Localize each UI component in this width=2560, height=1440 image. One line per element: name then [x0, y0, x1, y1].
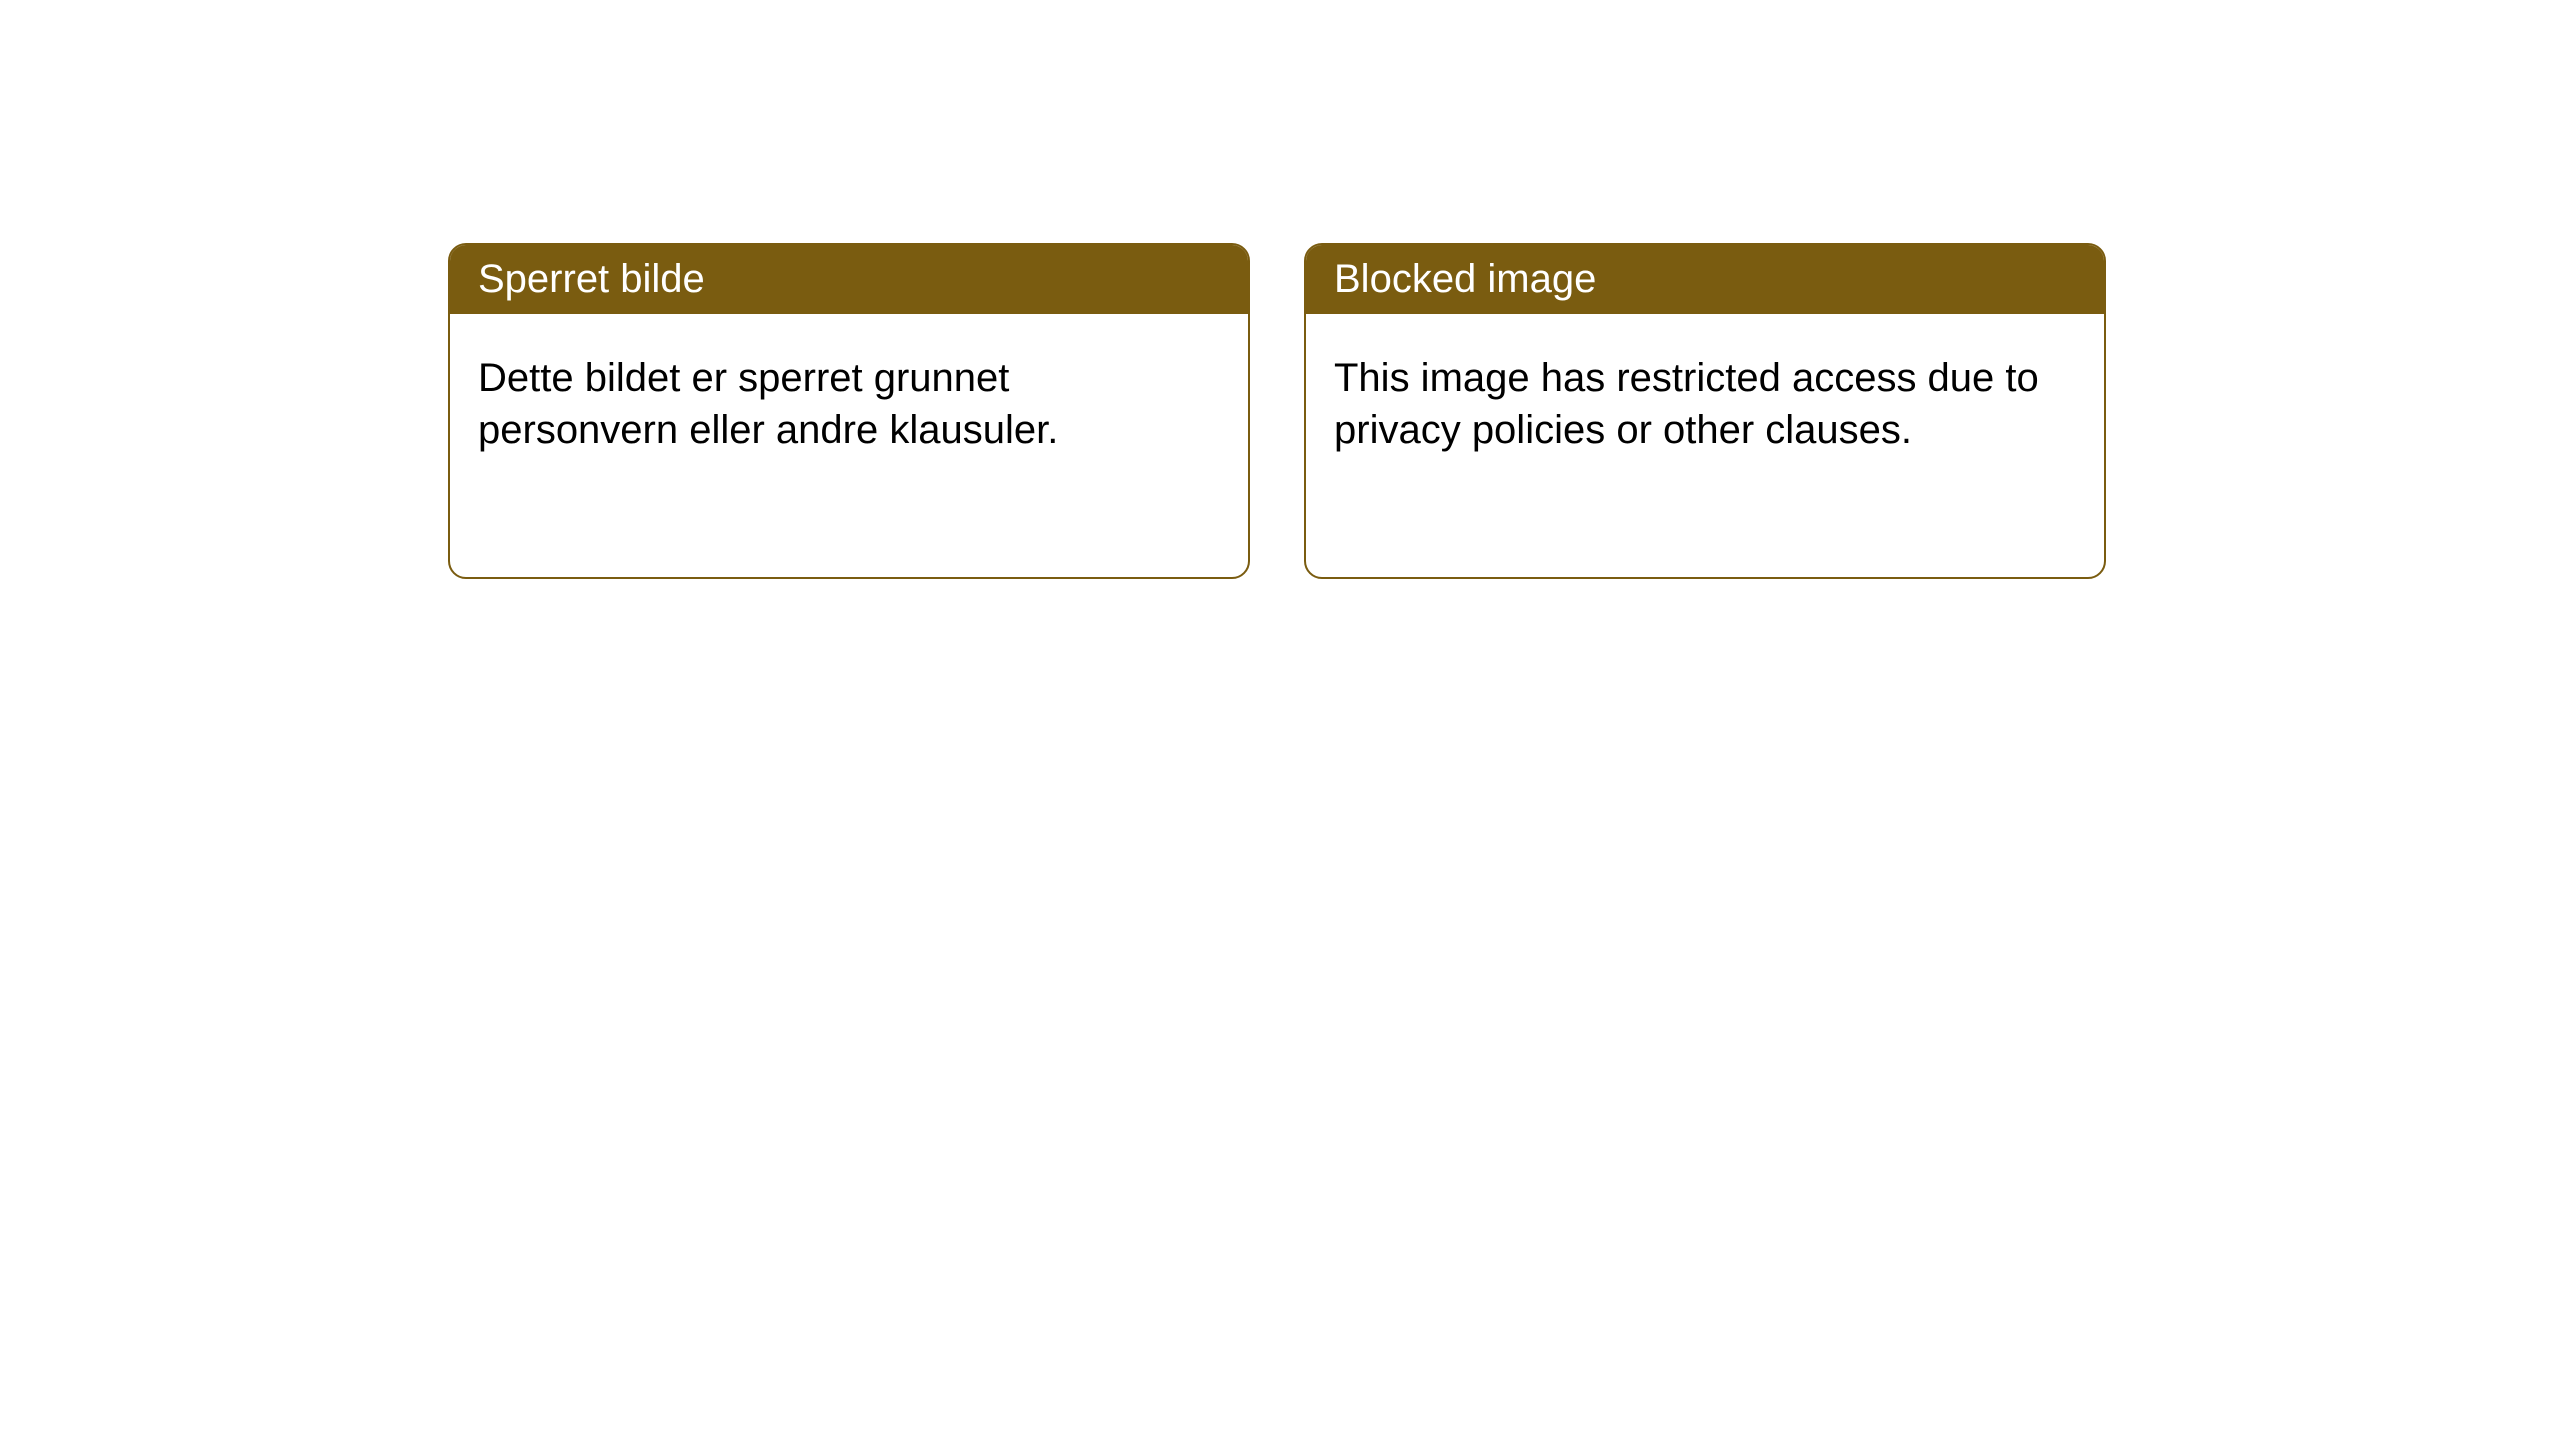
notice-card-norwegian: Sperret bilde Dette bildet er sperret gr…	[448, 243, 1250, 579]
card-title: Sperret bilde	[478, 257, 705, 301]
card-header: Sperret bilde	[450, 245, 1248, 314]
card-body-text: This image has restricted access due to …	[1334, 356, 2039, 452]
card-body: Dette bildet er sperret grunnet personve…	[450, 314, 1248, 494]
card-body-text: Dette bildet er sperret grunnet personve…	[478, 356, 1058, 452]
card-body: This image has restricted access due to …	[1306, 314, 2104, 494]
notice-cards-container: Sperret bilde Dette bildet er sperret gr…	[448, 243, 2106, 579]
card-title: Blocked image	[1334, 257, 1596, 301]
notice-card-english: Blocked image This image has restricted …	[1304, 243, 2106, 579]
card-header: Blocked image	[1306, 245, 2104, 314]
